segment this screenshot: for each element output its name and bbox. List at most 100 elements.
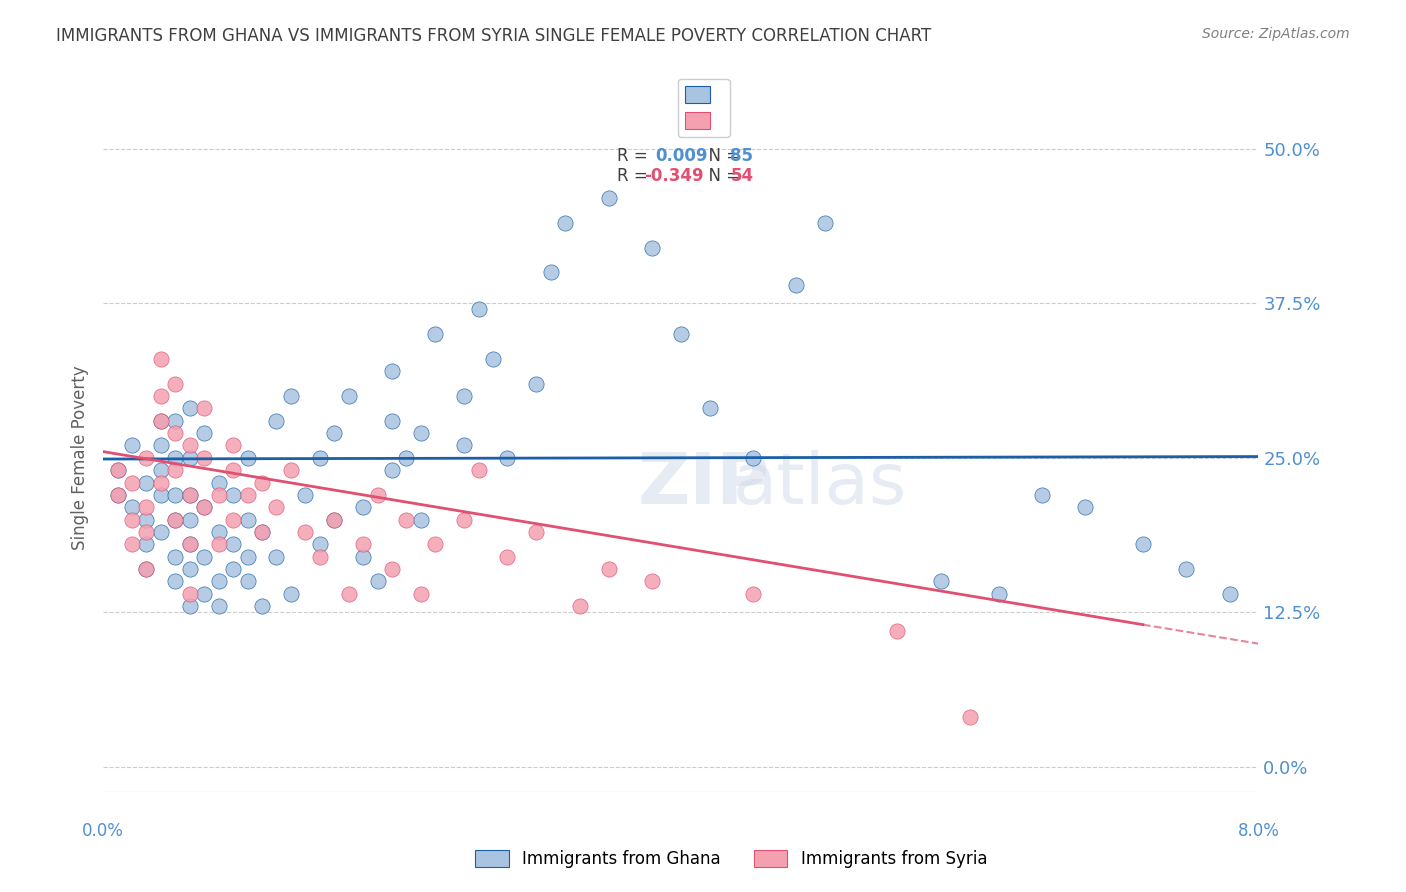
Point [179,450,201,465]
Point [250,599,273,614]
Point [149,463,172,477]
Point [179,488,201,502]
Point [266,549,288,564]
Point [467,302,489,317]
Point [308,549,330,564]
Point [179,537,201,551]
Point [409,587,432,601]
Point [641,574,664,589]
Point [236,513,259,527]
Text: 0.009: 0.009 [655,147,707,165]
Text: 85: 85 [731,147,754,165]
Point [266,500,288,515]
Legend: , : , [678,79,730,137]
Text: 54: 54 [731,168,754,186]
Point [135,562,157,576]
Point [149,475,172,490]
Point [381,414,404,428]
Point [135,513,157,527]
Point [352,549,374,564]
Point [742,450,765,465]
Point [352,500,374,515]
Point [179,562,201,576]
Point [886,624,908,638]
Point [165,513,187,527]
Point [121,513,143,527]
Point [814,216,837,230]
Point [323,513,346,527]
Point [165,376,187,391]
Point [323,426,346,441]
Point [250,475,273,490]
Point [149,488,172,502]
Point [337,389,360,403]
Point [149,414,172,428]
Point [165,450,187,465]
Text: R =: R = [617,147,658,165]
Point [929,574,952,589]
Point [554,216,576,230]
Text: -0.349: -0.349 [644,168,703,186]
Point [135,562,157,576]
Point [280,389,302,403]
Point [337,587,360,601]
Point [165,463,187,477]
Point [250,524,273,539]
Point [193,401,215,416]
Point [222,488,245,502]
Point [135,537,157,551]
Point [669,327,692,342]
Text: 8.0%: 8.0% [1237,822,1279,840]
Point [496,549,519,564]
Point [1219,587,1241,601]
Point [121,438,143,452]
Point [179,537,201,551]
Point [308,537,330,551]
Point [987,587,1010,601]
Point [193,587,215,601]
Point [193,549,215,564]
Text: R =: R = [617,168,654,186]
Point [425,537,447,551]
Point [352,537,374,551]
Point [381,463,404,477]
Point [453,438,475,452]
Point [107,463,129,477]
Point [482,351,505,366]
Point [236,488,259,502]
Point [959,710,981,724]
Point [453,389,475,403]
Point [179,513,201,527]
Point [568,599,591,614]
Point [381,364,404,378]
Text: Source: ZipAtlas.com: Source: ZipAtlas.com [1202,27,1350,41]
Point [641,241,664,255]
Point [135,475,157,490]
Point [323,513,346,527]
Point [222,438,245,452]
Point [135,500,157,515]
Y-axis label: Single Female Poverty: Single Female Poverty [72,366,89,550]
Point [453,513,475,527]
Point [1132,537,1154,551]
Point [193,426,215,441]
Point [121,537,143,551]
Text: N =: N = [699,168,745,186]
Point [121,500,143,515]
Point [294,524,316,539]
Point [179,587,201,601]
Point [367,574,389,589]
Point [165,549,187,564]
Point [294,488,316,502]
Point [250,524,273,539]
Text: 0.0%: 0.0% [82,822,124,840]
Point [107,488,129,502]
Point [165,574,187,589]
Text: atlas: atlas [733,450,907,519]
Point [193,500,215,515]
Point [496,450,519,465]
Point [395,513,418,527]
Point [381,562,404,576]
Point [135,450,157,465]
Point [524,376,547,391]
